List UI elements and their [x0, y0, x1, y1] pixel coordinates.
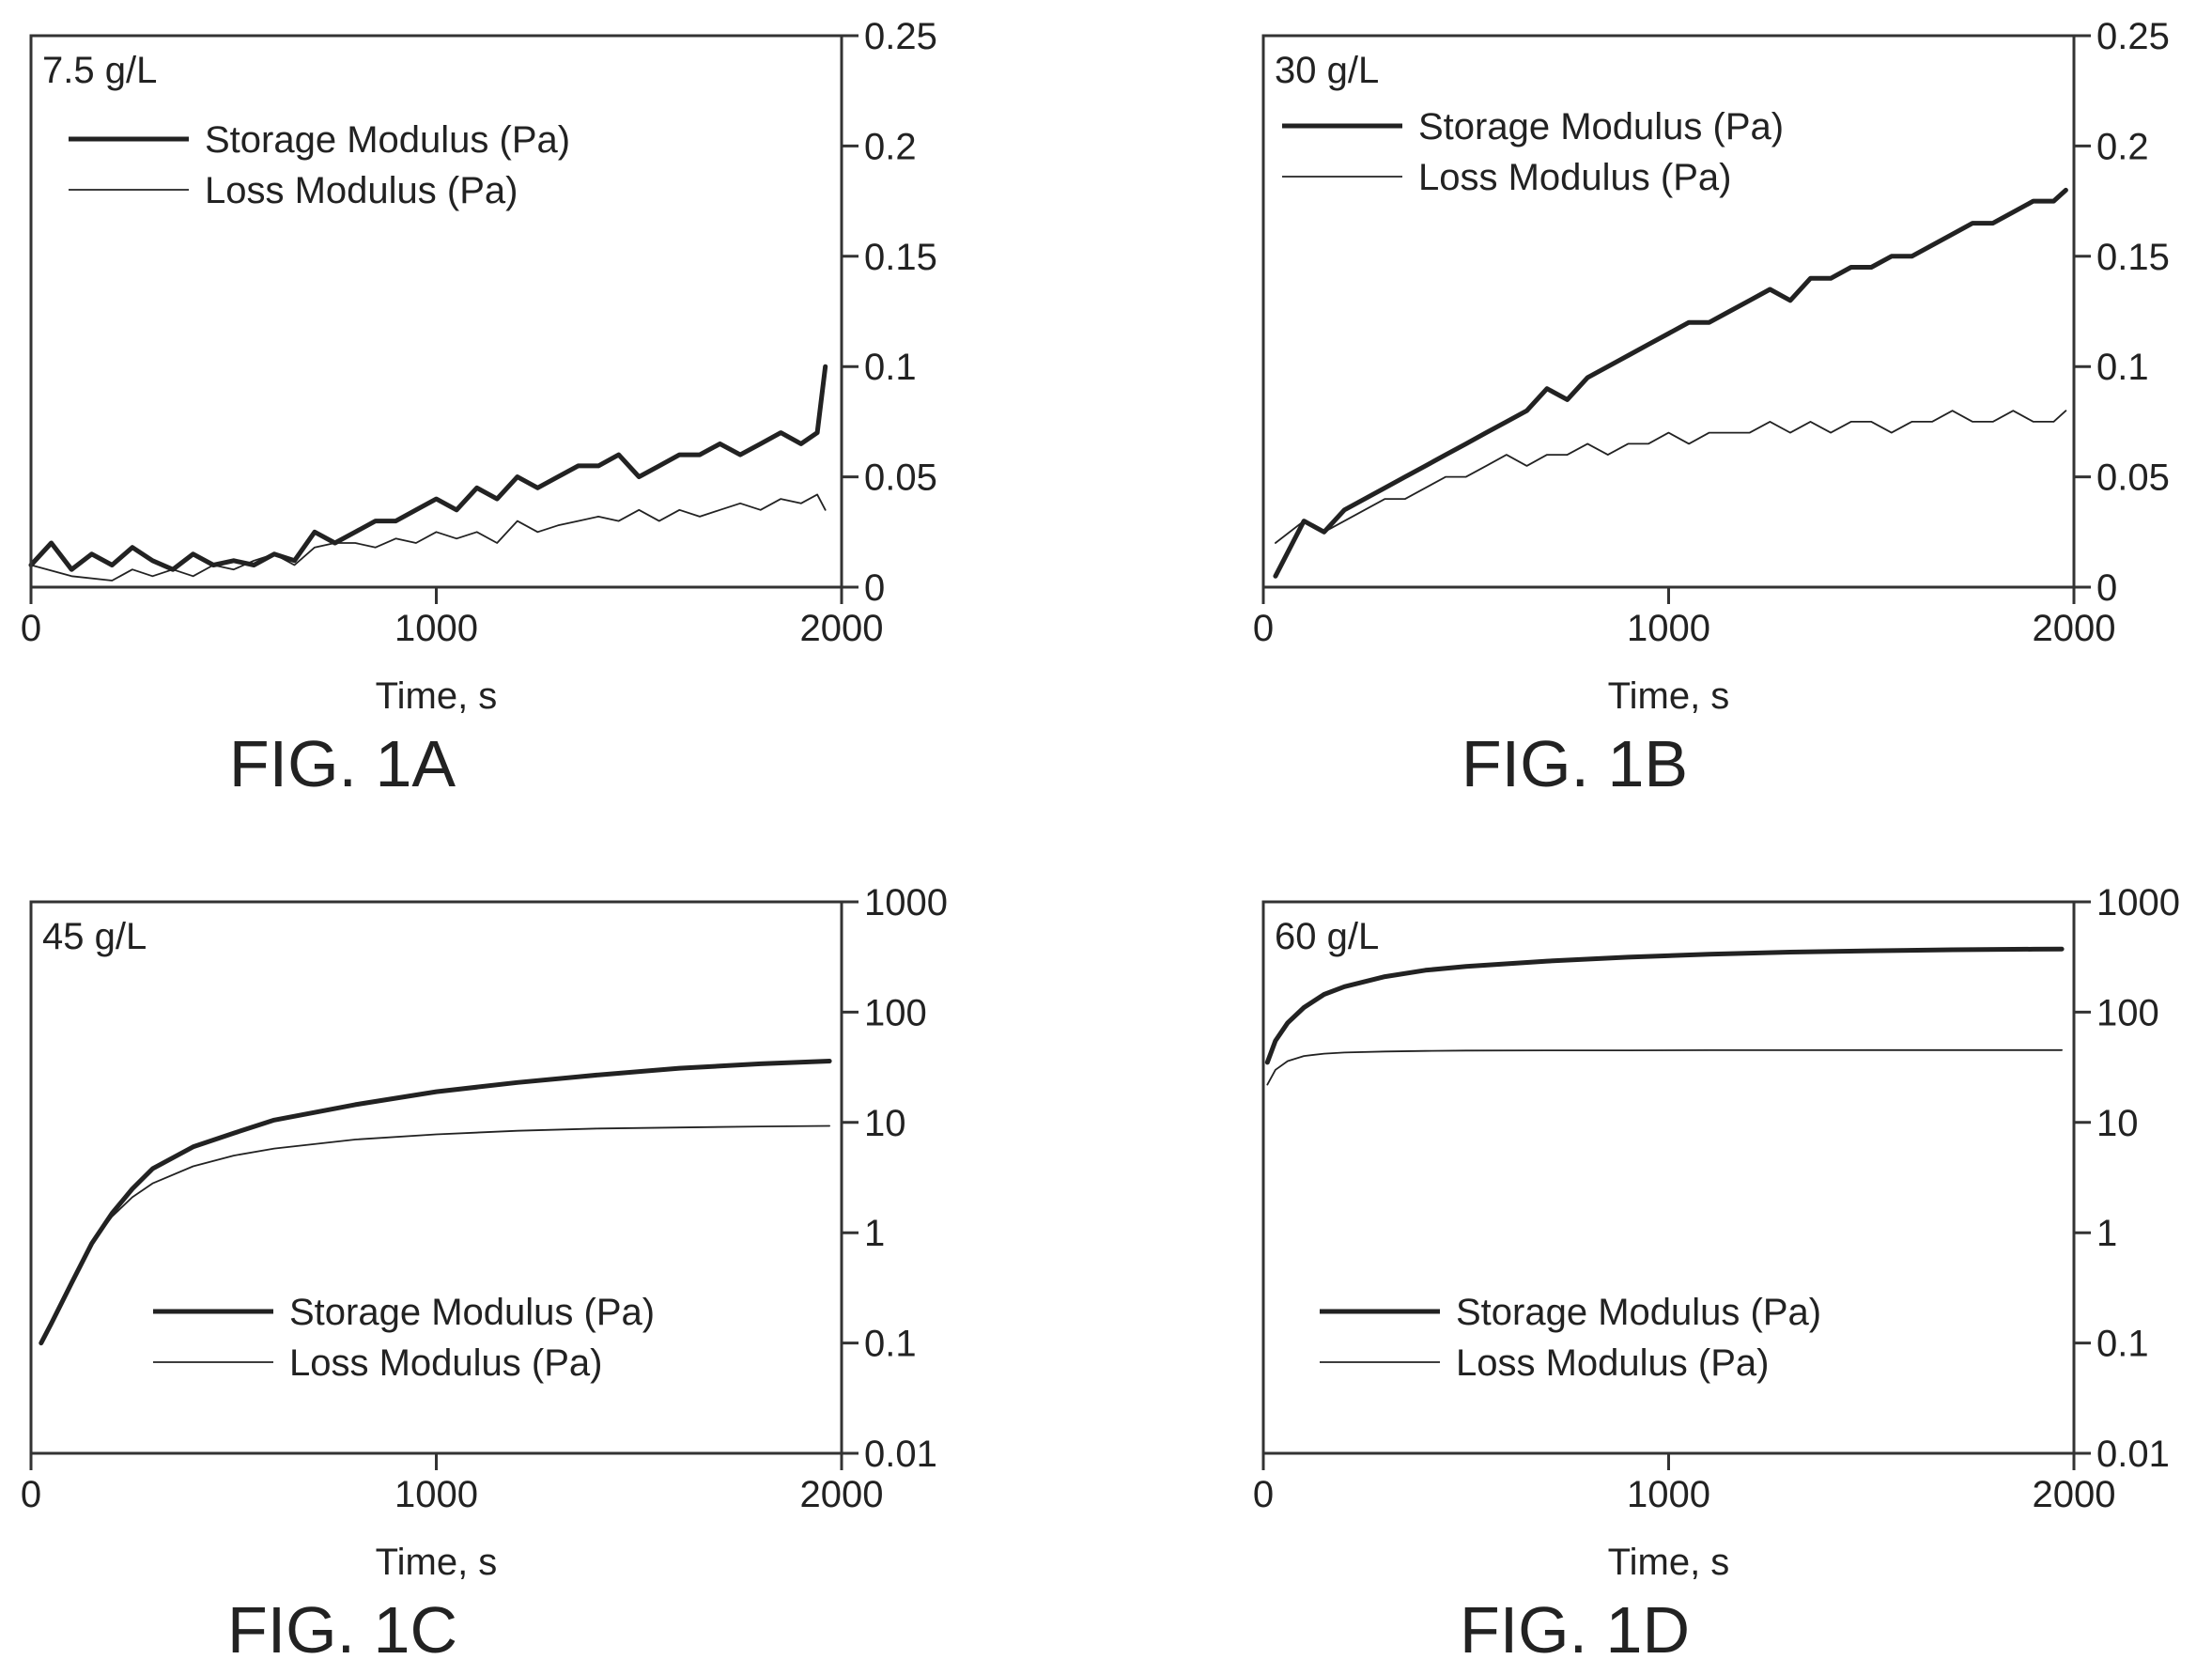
panel-3-ytick-label: 0.1: [864, 1324, 917, 1365]
panel-2-xtick-label: 1000: [1627, 608, 1710, 649]
panel-2-ytick-label: 0: [2096, 567, 2117, 609]
panel-1-concentration-label: 7.5 g/L: [42, 50, 157, 91]
panel-1-figure-caption: FIG. 1A: [229, 727, 456, 800]
panel-4-concentration-label: 60 g/L: [1275, 916, 1379, 957]
panel-3-xaxis-label: Time, s: [376, 1542, 498, 1583]
panel-3-ytick-label: 1: [864, 1213, 885, 1254]
panel-4-legend: Storage Modulus (Pa) Loss Modulus (Pa): [1320, 1292, 1821, 1384]
panel-2-legend-label-loss: Loss Modulus (Pa): [1418, 157, 1731, 198]
panel-4-ytick-label: 1000: [2096, 882, 2180, 923]
panel-4-xtick-label: 0: [1253, 1474, 1274, 1515]
panel-3-ytick-label: 100: [864, 992, 927, 1033]
chart-panel-4: 0.01 0.1 1 10 100 1000 0 1000 2000 Time, s 60 g/L S…: [1253, 882, 2180, 1667]
panel-4-ytick-label: 0.01: [2096, 1434, 2170, 1475]
panel-2-series-storage-line: [1273, 187, 2068, 579]
panel-4-series-loss-line: [1266, 1048, 2064, 1086]
panel-4-xtick-label: 2000: [2033, 1474, 2116, 1515]
panel-4-legend-label-loss: Loss Modulus (Pa): [1456, 1342, 1769, 1384]
panel-4-xtick-label: 1000: [1627, 1474, 1710, 1515]
panel-3-legend: Storage Modulus (Pa) Loss Modulus (Pa): [153, 1292, 655, 1384]
panel-3-concentration-label: 45 g/L: [42, 916, 147, 957]
panel-1-ytick-label: 0.25: [864, 16, 937, 57]
panel-1-ytick-label: 0.2: [864, 126, 917, 167]
panel-3-ytick-label: 10: [864, 1103, 906, 1144]
panel-2-ytick-label: 0.1: [2096, 347, 2149, 388]
panel-4-ytick-label: 0.1: [2096, 1324, 2149, 1365]
panel-1-ytick-label: 0: [864, 567, 885, 609]
chart-panel-3: 0.01 0.1 1 10 100 1000 0 1000 2000 Time, s 45 g/L S…: [21, 882, 948, 1667]
panel-4-ytick-label: 100: [2096, 992, 2159, 1033]
panel-2-legend-label-storage: Storage Modulus (Pa): [1418, 106, 1784, 147]
panel-2-concentration-label: 30 g/L: [1275, 50, 1379, 91]
chart-panel-2: 0 0.05 0.1 0.15 0.2 0.25 0 1000 2000 Time, s 30 g/…: [1253, 16, 2170, 800]
panel-1-legend-label-loss: Loss Modulus (Pa): [205, 170, 518, 211]
panel-2-legend: Storage Modulus (Pa) Loss Modulus (Pa): [1282, 106, 1784, 198]
panel-4-xaxis-label: Time, s: [1608, 1542, 1730, 1583]
panel-1-ytick-label: 0.05: [864, 458, 937, 499]
panel-1-ytick-label: 0.1: [864, 347, 917, 388]
panel-3-xtick-label: 2000: [800, 1474, 884, 1515]
panel-3-ytick-label: 1000: [864, 882, 948, 923]
panel-2-ytick-label: 0.05: [2096, 458, 2170, 499]
panel-3-xtick-label: 1000: [394, 1474, 478, 1515]
panel-2-figure-caption: FIG. 1B: [1462, 727, 1688, 800]
panel-4-ytick-label: 1: [2096, 1213, 2117, 1254]
panel-1-series-loss-line: [30, 493, 827, 582]
panel-3-figure-caption: FIG. 1C: [227, 1593, 457, 1667]
panel-1-xtick-label: 1000: [394, 608, 478, 649]
panel-3-series-loss-line: [39, 1124, 830, 1344]
panel-1-xaxis-label: Time, s: [376, 675, 498, 717]
panel-2-series-loss-line: [1275, 410, 2067, 544]
panel-1-xtick-label: 0: [21, 608, 41, 649]
panel-2-ytick-label: 0.15: [2096, 237, 2170, 278]
panel-2-ytick-label: 0.25: [2096, 16, 2170, 57]
panel-1-legend: Storage Modulus (Pa) Loss Modulus (Pa): [69, 119, 570, 211]
chart-panel-1: 0 0.05 0.1 0.15 0.2 0.25 0 1000 2000 Time, s 7.5 g…: [21, 16, 937, 800]
panel-2-xtick-label: 2000: [2033, 608, 2116, 649]
panel-4-figure-caption: FIG. 1D: [1460, 1593, 1690, 1667]
panel-4-legend-label-storage: Storage Modulus (Pa): [1456, 1292, 1821, 1333]
panel-4-series-storage-line: [1264, 946, 2065, 1065]
panel-3-ytick-label: 0.01: [864, 1434, 937, 1475]
panel-3-xtick-label: 0: [21, 1474, 41, 1515]
panel-2-xtick-label: 0: [1253, 608, 1274, 649]
panel-3-legend-label-storage: Storage Modulus (Pa): [289, 1292, 655, 1333]
panel-1-legend-label-storage: Storage Modulus (Pa): [205, 119, 570, 161]
panel-3-legend-label-loss: Loss Modulus (Pa): [289, 1342, 602, 1384]
panel-1-xtick-label: 2000: [800, 608, 884, 649]
panel-1-ytick-label: 0.15: [864, 237, 937, 278]
panel-4-ytick-label: 10: [2096, 1103, 2139, 1144]
panel-2-ytick-label: 0.2: [2096, 126, 2149, 167]
panel-1-series-storage-line: [28, 364, 828, 572]
panel-2-xaxis-label: Time, s: [1608, 675, 1730, 717]
